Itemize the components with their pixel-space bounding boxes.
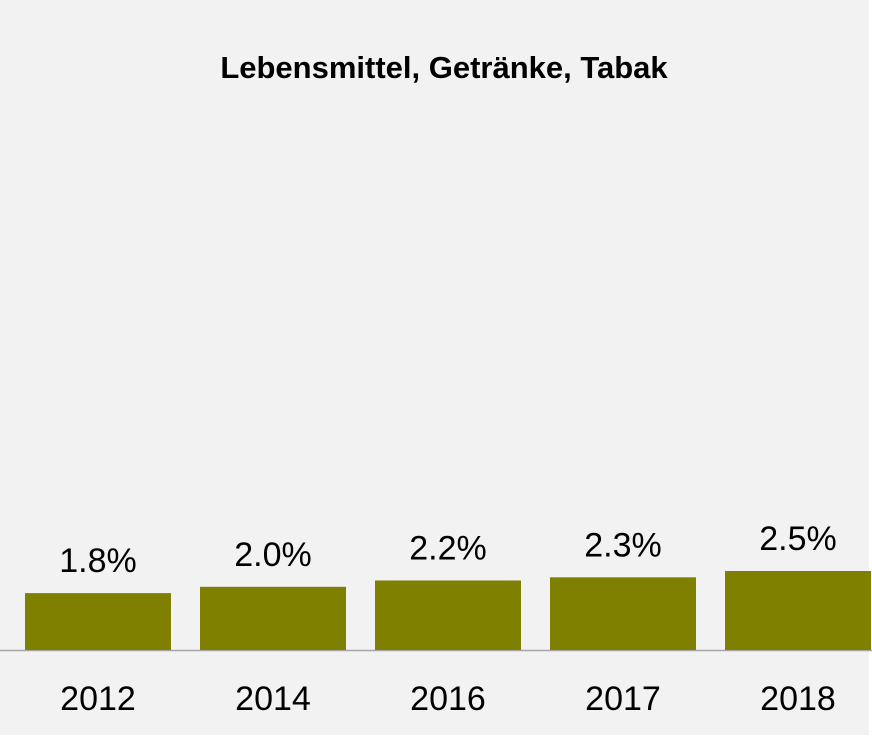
value-label: 2.2% (409, 529, 487, 567)
x-tick-label: 2012 (60, 680, 136, 718)
x-tick-label: 2018 (760, 680, 836, 718)
bar (25, 593, 171, 650)
value-label: 2.0% (234, 536, 312, 574)
bar (725, 571, 871, 650)
value-label: 2.5% (759, 520, 837, 558)
value-label: 1.8% (59, 542, 137, 580)
x-tick-label: 2014 (235, 680, 311, 718)
x-tick-label: 2017 (585, 680, 661, 718)
bar (375, 580, 521, 650)
chart-title: Lebensmittel, Getränke, Tabak (220, 50, 668, 85)
bar (200, 586, 346, 650)
x-tick-label: 2016 (410, 680, 486, 718)
bar (550, 577, 696, 650)
value-label: 2.3% (584, 526, 662, 564)
